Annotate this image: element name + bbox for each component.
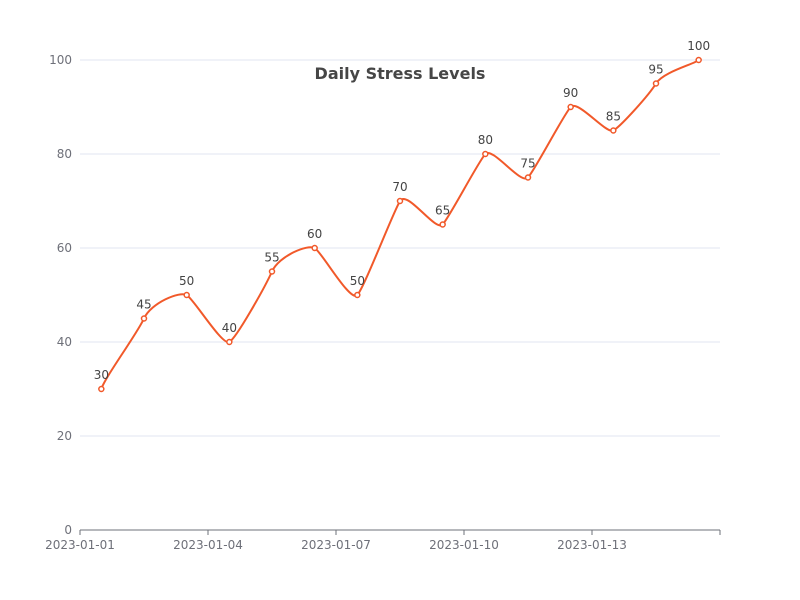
axes: 0 20 40 60 80 100 2023-01-01 2023-01-04 2023-01-… [45,53,721,552]
data-label: 95 [648,63,663,77]
data-point [482,150,489,158]
data-label: 100 [687,39,710,53]
data-point [183,291,190,299]
data-point [396,197,404,205]
data-labels: 30 45 50 40 55 60 50 70 65 80 75 90 85 95 100 [94,39,710,382]
x-tick-label: 2023-01-04 [173,538,243,552]
data-label: 90 [563,86,578,100]
data-label: 30 [94,368,109,382]
x-tick-label: 2023-01-07 [301,538,371,552]
x-tick-label: 2023-01-10 [429,538,499,552]
data-label: 85 [606,110,621,124]
data-label: 50 [179,274,194,288]
data-point [652,80,660,87]
data-point [567,103,574,111]
x-tick-label: 2023-01-13 [557,538,627,552]
data-label: 70 [392,180,407,194]
y-tick-label: 60 [57,241,72,255]
data-label: 55 [264,251,279,265]
chart-title: Daily Stress Levels [315,64,486,83]
data-point [226,338,233,346]
data-label: 80 [478,133,493,147]
series-layer [98,56,702,393]
y-tick-label: 40 [57,335,72,349]
data-point [140,315,148,322]
data-label: 45 [136,298,151,312]
data-label: 75 [520,157,535,171]
y-tick-label: 100 [49,53,72,67]
data-point [610,127,617,134]
y-tick-label: 20 [57,429,72,443]
data-point [98,385,105,393]
data-point [311,244,318,252]
data-point [439,221,446,228]
data-label: 50 [350,274,365,288]
data-point [524,174,532,181]
data-label: 60 [307,227,322,241]
data-point [695,56,702,64]
x-tick-label: 2023-01-01 [45,538,115,552]
data-point [354,291,361,299]
data-label: 40 [222,321,237,335]
y-tick-label: 80 [57,147,72,161]
y-tick-label: 0 [64,523,72,537]
data-label: 65 [435,204,450,218]
grid-lines [80,59,720,437]
data-point [268,268,276,275]
